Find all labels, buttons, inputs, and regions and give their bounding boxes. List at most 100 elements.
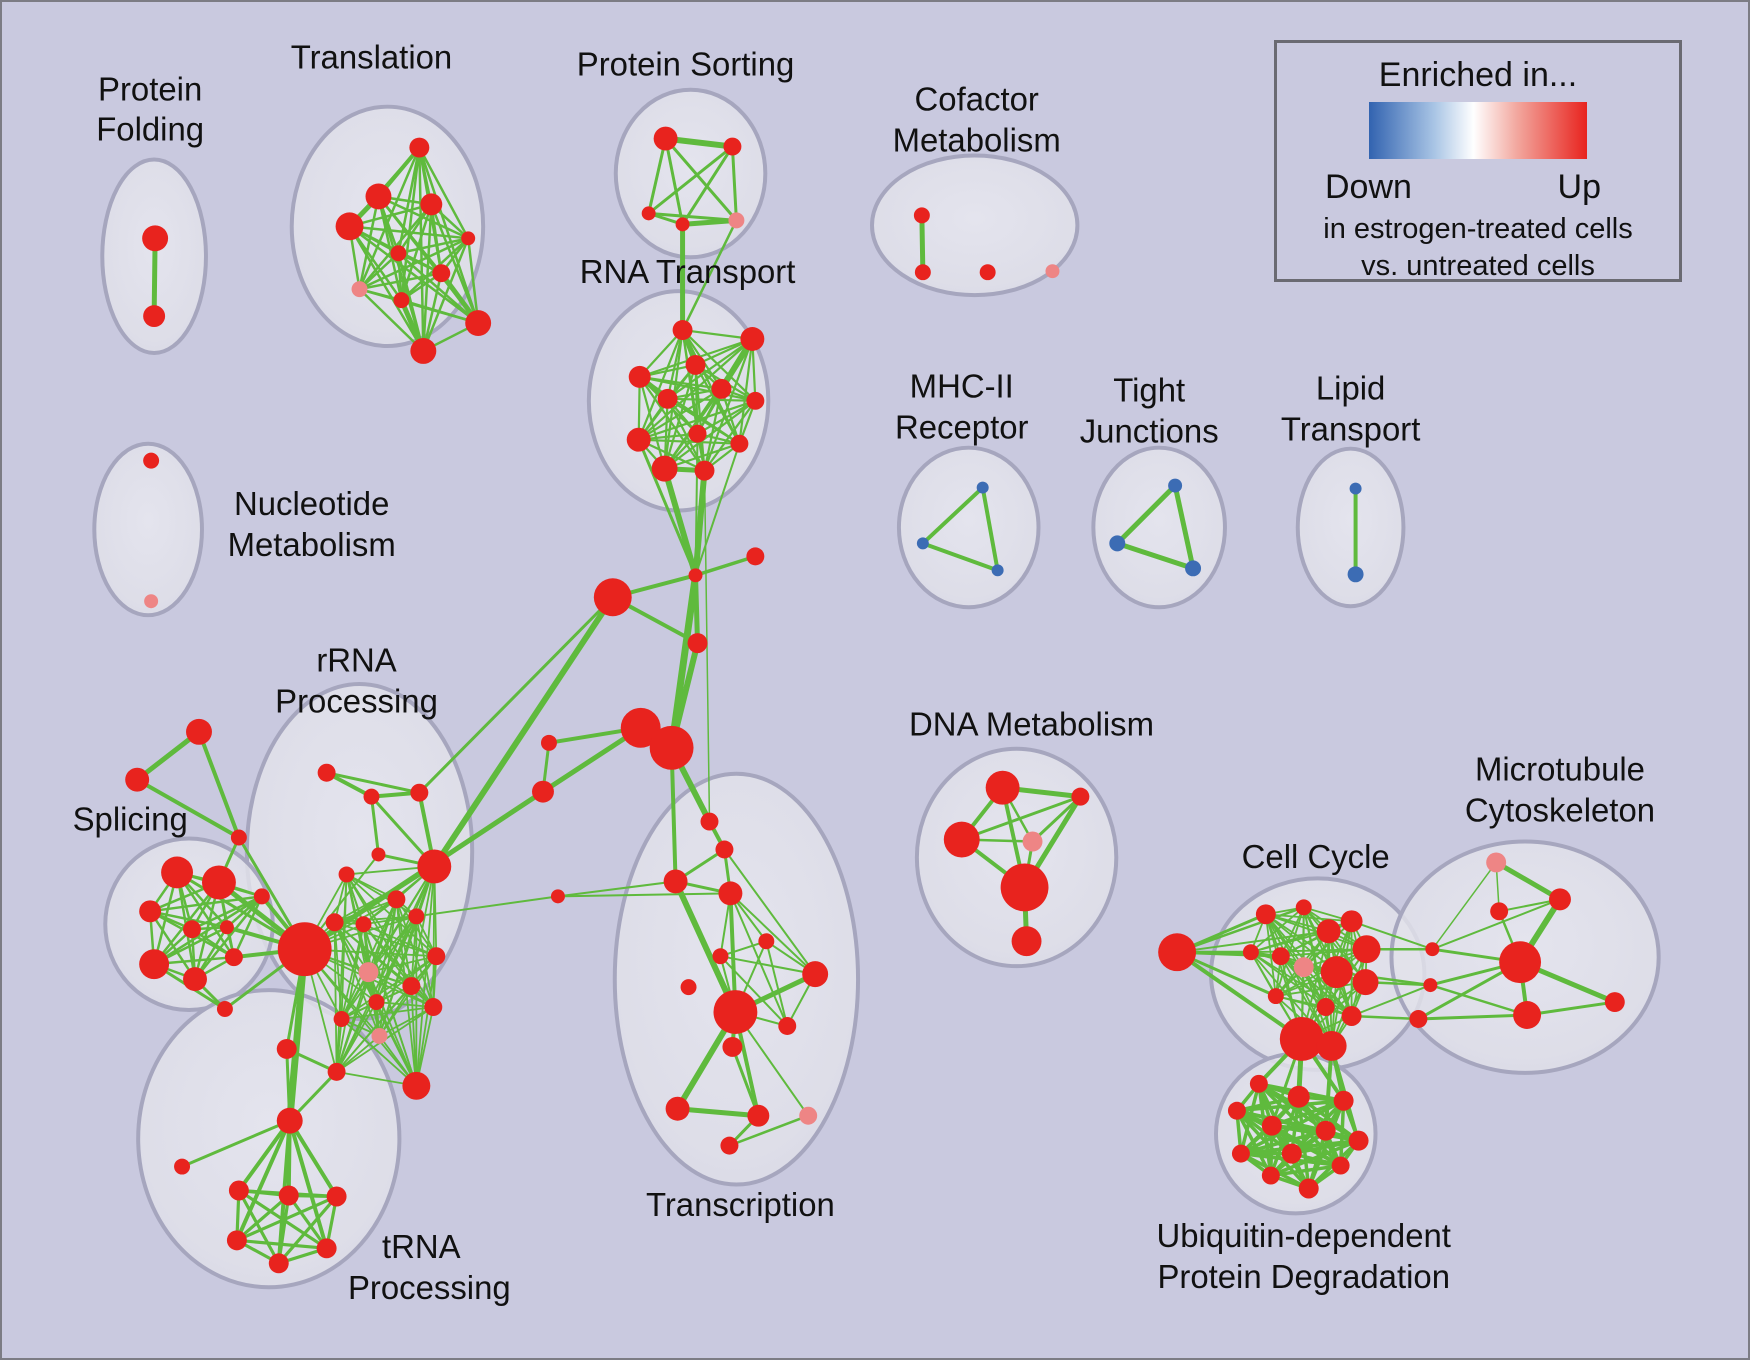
node-f3 (979, 264, 996, 281)
cluster-mhc-ii-receptor-ellipse (896, 445, 1041, 610)
node-b4 (1227, 1101, 1246, 1120)
edge-pf1-pf2 (151, 235, 158, 319)
edge-t5-t6 (397, 237, 470, 255)
edge-r12-r19 (410, 985, 418, 1087)
edge-r5-r18 (335, 865, 436, 1073)
edge-s3-s7 (148, 910, 197, 981)
edge-r3-c3 (417, 595, 615, 795)
cluster-mhc-ii-receptor-label-0: MHC-II (910, 368, 1014, 405)
edge-p2-p3 (647, 145, 734, 215)
node-m3 (943, 821, 980, 858)
node-x11 (778, 1017, 797, 1035)
node-ch2 (1316, 1030, 1347, 1061)
node-r6 (338, 866, 355, 883)
node-w1 (216, 1001, 233, 1018)
node-r3 (410, 783, 429, 802)
node-mt6 (1604, 992, 1625, 1013)
node-r5 (417, 849, 452, 884)
edge-cl-ch1 (1175, 950, 1304, 1041)
edge-rh-uh (286, 945, 309, 1125)
edge-rt9-rt10 (637, 438, 741, 445)
edge-n2-mt5 (1429, 983, 1529, 1017)
cluster-microtubule-cytoskeleton-label-0: Microtubule (1475, 750, 1645, 787)
edge-r7-r15 (333, 921, 343, 1020)
node-r9 (387, 890, 406, 909)
edge-k1-ch2 (1264, 913, 1333, 1047)
node-u2 (278, 1185, 299, 1206)
node-g2 (916, 537, 929, 550)
cluster-cell-cycle-label-0: Cell Cycle (1242, 838, 1390, 875)
node-k8 (1352, 935, 1381, 964)
edge-p2-p4 (681, 145, 734, 226)
edge-k13-mt7 (1350, 1014, 1420, 1021)
edge-r15-r19 (340, 1018, 418, 1087)
node-d1 (540, 734, 557, 751)
node-k7 (1340, 910, 1363, 933)
node-m6 (1011, 926, 1042, 957)
legend-gradient-bar (1369, 102, 1587, 159)
edge-b7-b9 (1290, 1138, 1361, 1156)
node-p3 (641, 206, 656, 221)
node-m4 (1022, 831, 1043, 852)
edge-p1-p4 (664, 137, 685, 226)
node-c2 (746, 547, 765, 566)
cluster-protein-sorting-label-0: Protein Sorting (577, 45, 795, 82)
edge-t1-t5 (418, 146, 470, 240)
edge-rt7-rt12 (703, 399, 757, 472)
edge-r9-r14 (395, 898, 435, 1008)
edge-uh-u0 (180, 1119, 292, 1169)
edge-s4-s9 (190, 895, 264, 931)
node-mt5 (1513, 1001, 1542, 1029)
edge-t5-t8 (358, 237, 470, 291)
node-u0 (174, 1158, 191, 1175)
edge-r19-r20 (367, 971, 418, 1087)
edge-r18-r20 (335, 971, 370, 1073)
node-l2 (1347, 566, 1364, 583)
node-v3 (230, 829, 247, 846)
edge-t8-t11 (358, 287, 425, 353)
legend-subtitle: in estrogen-treated cells vs. untreated … (1277, 211, 1679, 285)
node-r10 (408, 908, 425, 925)
edge-t7-t11 (422, 271, 443, 353)
edge-r5-r19 (415, 865, 436, 1087)
node-b3 (1333, 1090, 1354, 1111)
edge-t3-t7 (430, 203, 443, 275)
node-r2 (363, 788, 380, 805)
edge-r13-r14 (375, 1001, 435, 1008)
cluster-rrna-processing-label-1: Processing (275, 683, 438, 720)
node-t7 (432, 264, 451, 283)
edge-x5-x3 (556, 880, 677, 898)
node-u3 (326, 1186, 347, 1207)
edge-rt11-c1 (661, 465, 699, 579)
edge-g2-g3 (920, 541, 1000, 573)
node-x4 (718, 881, 743, 906)
edge-t3-t10 (430, 203, 480, 325)
edge-r10-r20 (367, 915, 418, 974)
node-c3 (593, 578, 632, 617)
edge-rh-r19 (303, 948, 418, 1087)
edge-rt7-rt9 (637, 399, 757, 441)
node-k6 (1316, 919, 1341, 944)
node-x12 (722, 1036, 743, 1057)
edge-k7-n1 (1350, 920, 1434, 951)
node-s1 (161, 856, 194, 889)
edge-x5-r10 (415, 895, 559, 918)
edge-n1-mt2 (1431, 898, 1561, 951)
edge-uh-u3 (287, 1118, 339, 1199)
edge-r11-r20 (367, 955, 438, 974)
cluster-ubiquitin-degradation-label-0: Ubiquitin-dependent (1157, 1217, 1451, 1254)
node-r17 (276, 1038, 297, 1059)
edge-rt4-rt12 (638, 375, 706, 472)
edge-cl-k2 (1175, 906, 1305, 954)
cluster-rna-transport-label-0: RNA Transport (580, 253, 796, 290)
legend-subtitle-line1: in estrogen-treated cells (1323, 213, 1633, 245)
cluster-trna-processing-label-0: tRNA (382, 1228, 461, 1265)
edge-rt1-rt9 (637, 328, 684, 441)
edge-k2-k10 (1302, 906, 1367, 984)
edge-k11-k13 (1274, 995, 1353, 1017)
edge-r2-r4 (369, 795, 380, 856)
node-m1 (985, 770, 1020, 805)
node-r20 (358, 962, 379, 983)
edge-t2-t8 (358, 195, 380, 291)
